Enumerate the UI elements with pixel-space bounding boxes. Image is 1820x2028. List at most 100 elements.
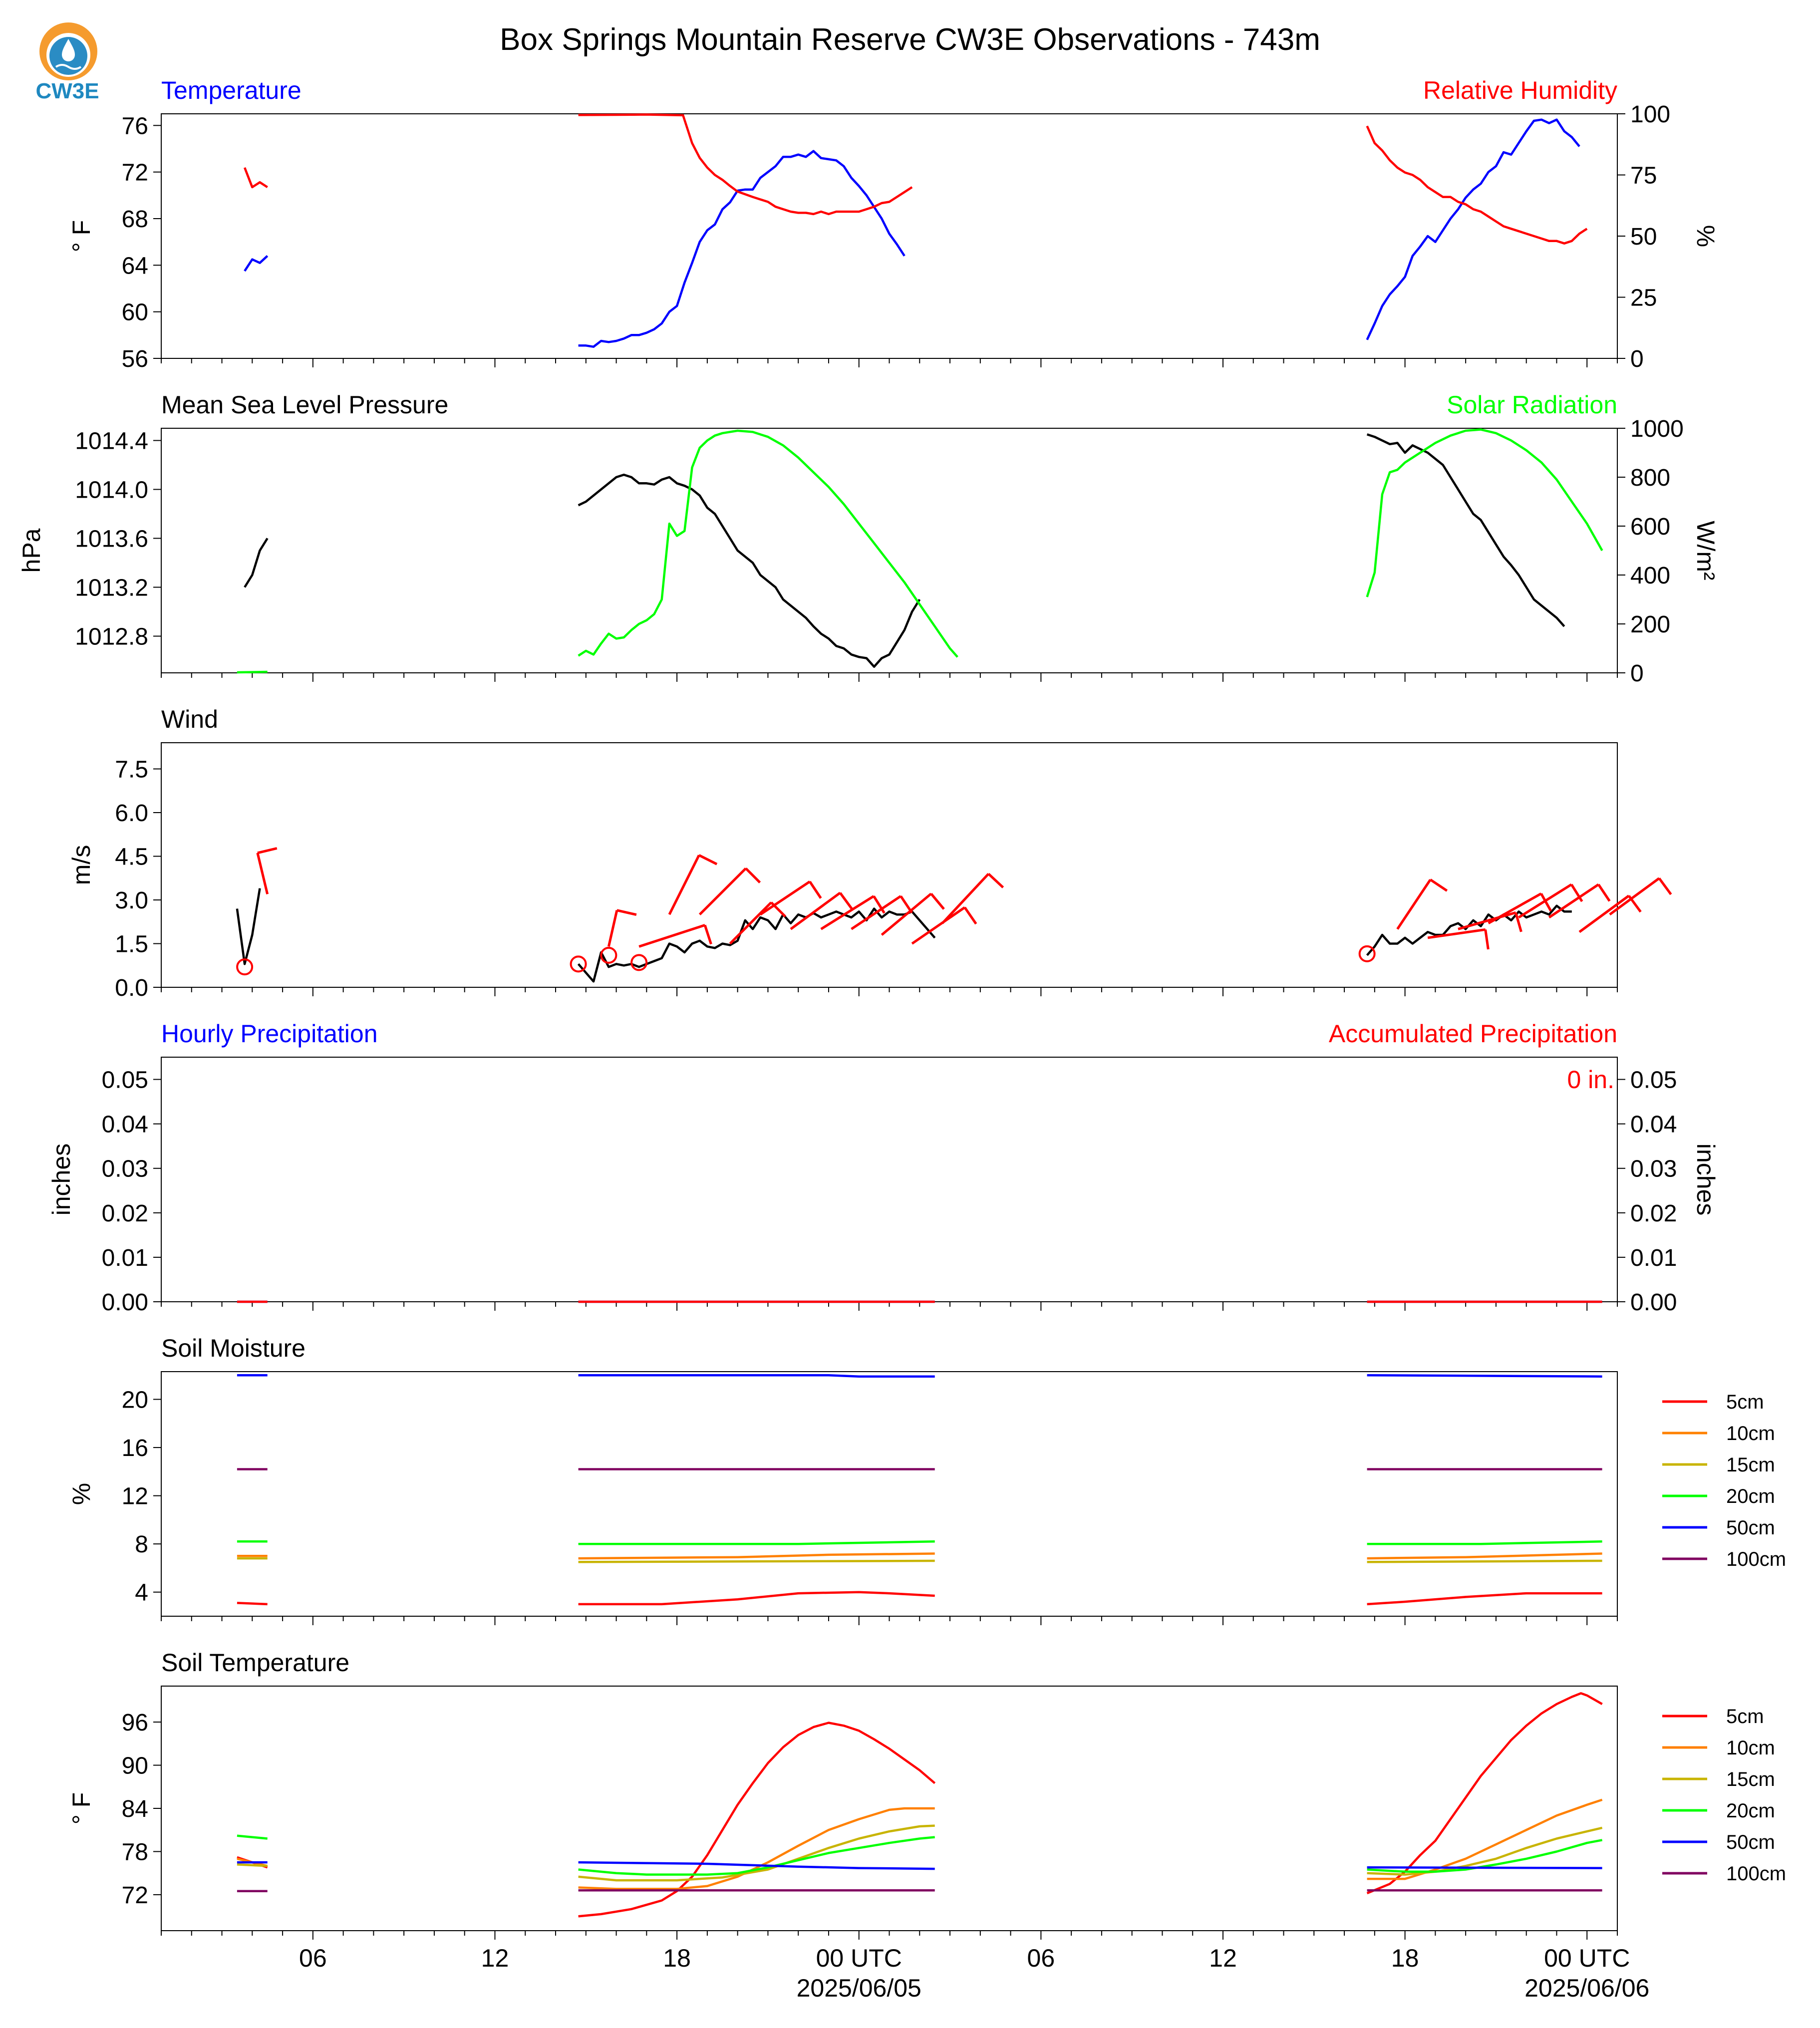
series-line-mean-sea-level-pressure (1366, 433, 1565, 627)
y-tick-label: 12 (122, 1483, 148, 1510)
series-line-15cm (578, 1559, 935, 1563)
legend-label: 15cm (1726, 1768, 1775, 1790)
y-axis-label: inches (47, 1144, 75, 1216)
series-line-20cm (1367, 1540, 1602, 1545)
wind-barb-staff (759, 880, 811, 916)
y2-tick-label: 0.03 (1630, 1156, 1677, 1182)
panel-title-left: Soil Temperature (161, 1649, 349, 1677)
wind-barb-staff (698, 867, 747, 915)
legend-label: 50cm (1726, 1831, 1775, 1853)
y2-tick-label: 0.05 (1630, 1067, 1677, 1094)
series-line-20cm (578, 1836, 935, 1876)
y2-tick-label: 800 (1630, 465, 1670, 491)
plot-frame (161, 742, 1618, 988)
series-line-temperature (578, 150, 906, 348)
cw3e-logo (36, 19, 101, 104)
series-line-10cm (1367, 1552, 1602, 1560)
wind-barb-flag (1515, 912, 1522, 932)
wind-barb (256, 847, 278, 894)
series-line-relative-humidity (244, 167, 268, 189)
series-line-wind-speed (1366, 904, 1572, 956)
series-line-20cm (1367, 1839, 1603, 1873)
y-tick-label: 7.5 (115, 757, 148, 783)
wind-barb-flag (1540, 893, 1552, 912)
legend-label: 100cm (1726, 1548, 1786, 1570)
x-date-label: 2025/06/06 (1524, 1974, 1649, 2002)
plot-frame (161, 1686, 1618, 1931)
legend-label: 100cm (1726, 1863, 1786, 1885)
y-tick-label: 72 (122, 160, 148, 186)
y-tick-label: 56 (122, 346, 148, 372)
wind-barb (1609, 877, 1672, 916)
series-line-temperature (244, 255, 269, 272)
wind-barb-staff (1548, 883, 1599, 919)
y-tick-label: 78 (122, 1839, 148, 1865)
panel-title-left: Soil Moisture (161, 1334, 305, 1362)
y2-tick-label: 0 (1630, 660, 1644, 687)
x-tick-label: 06 (299, 1944, 327, 1972)
logo-text: CW3E (35, 79, 99, 103)
series-line-15cm (237, 1863, 268, 1867)
series-line-5cm (1367, 1592, 1602, 1606)
y-tick-label: 8 (135, 1531, 148, 1558)
wind-barb-staff (1518, 883, 1572, 919)
wind-barb-flag (963, 906, 977, 925)
series-line-5cm (578, 1722, 936, 1918)
wind-barb (1396, 878, 1448, 930)
wind-barb-staff (1458, 911, 1517, 930)
y-tick-label: 4 (135, 1580, 148, 1606)
y-tick-label: 90 (122, 1753, 148, 1779)
y2-tick-label: 0.04 (1630, 1112, 1677, 1138)
series-line-15cm (578, 1824, 935, 1882)
y-tick-label: 76 (122, 113, 148, 139)
wind-barb-flag (616, 909, 637, 916)
plot-frame (161, 1057, 1618, 1302)
y2-tick-label: 200 (1630, 611, 1670, 638)
y2-tick-label: 400 (1630, 563, 1670, 589)
y-tick-label: 72 (122, 1882, 148, 1909)
wind-barb-flag (1430, 878, 1448, 892)
series-line-50cm (578, 1861, 935, 1870)
y-axis-label: m/s (67, 845, 95, 885)
wind-barb-staff (1578, 894, 1630, 933)
wind-barb (1427, 928, 1490, 950)
wind-barb (941, 872, 1004, 924)
y-axis-label: ° F (67, 220, 95, 252)
series-line-mean-sea-level-pressure (578, 473, 921, 668)
series-line-wind-speed (577, 907, 936, 983)
y-tick-label: 0.03 (102, 1156, 148, 1182)
y-tick-label: 1014.4 (75, 428, 148, 455)
y2-axis-label: inches (1692, 1144, 1720, 1216)
y2-tick-label: 100 (1630, 101, 1670, 128)
wind-barb-staff (941, 872, 990, 924)
y-tick-label: 0.00 (102, 1289, 148, 1316)
wind-barb-flag (698, 854, 718, 866)
y-tick-label: 1.5 (115, 931, 148, 958)
wind-barb-staff (668, 855, 700, 915)
wind-barb (638, 924, 712, 948)
y2-tick-label: 50 (1630, 224, 1657, 250)
y-tick-label: 96 (122, 1710, 148, 1736)
panel-temp_rh: 56 60 64 68 72 76 0 25 50 75 100 Temperature Relativ… (67, 76, 1720, 372)
panel-precip: 0.00 0.01 0.02 0.03 0.04 0.05 0.00 0.01 0.02 0.03… (47, 1020, 1720, 1316)
x-tick-label: 06 (1027, 1944, 1055, 1972)
wind-barb (607, 909, 637, 947)
wind-barb (790, 891, 853, 930)
x-tick-label: 12 (481, 1944, 509, 1972)
panel-title-right: Solar Radiation (1447, 391, 1617, 419)
wind-barb-flag (1658, 877, 1672, 895)
panel-title-left: Temperature (161, 76, 302, 104)
panel-title-right: Accumulated Precipitation (1329, 1020, 1617, 1048)
calm-wind-circle (1358, 945, 1376, 962)
y2-axis-label: % (1692, 225, 1720, 247)
series-line-50cm (1367, 1866, 1602, 1869)
legend-label: 10cm (1726, 1423, 1775, 1445)
wind-barb-staff (729, 901, 772, 945)
wind-barb (698, 867, 761, 915)
series-line-solar-radiation (1366, 428, 1603, 597)
panel-wind: 0.0 1.5 3.0 4.5 6.0 7.5 Wind m/s (67, 705, 1672, 1001)
y-tick-label: 1014.0 (75, 477, 148, 504)
y-tick-label: 1012.8 (75, 624, 148, 650)
series-line-15cm (1367, 1559, 1602, 1563)
panel-pres_solar: 1012.8 1013.2 1013.6 1014.0 1014.4 0 200 400 600… (17, 391, 1720, 687)
